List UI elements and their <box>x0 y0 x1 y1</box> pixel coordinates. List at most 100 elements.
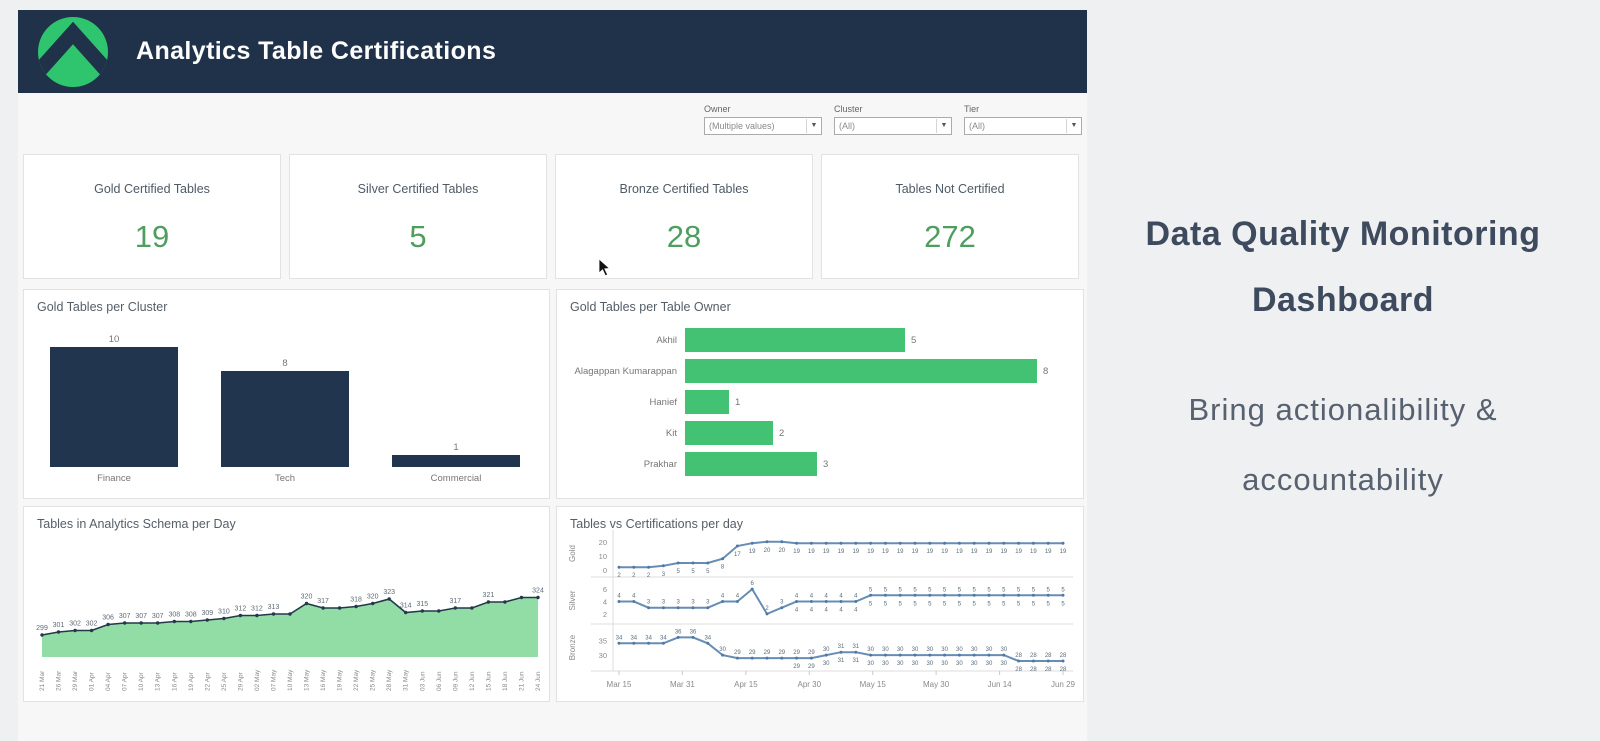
svg-text:3: 3 <box>662 572 666 578</box>
chevron-down-icon[interactable]: ▼ <box>1066 119 1081 133</box>
svg-text:3: 3 <box>691 600 695 606</box>
svg-text:25 May: 25 May <box>370 669 377 691</box>
svg-text:25 Apr: 25 Apr <box>221 671 228 691</box>
svg-text:28: 28 <box>1060 667 1067 673</box>
svg-text:21 Jun: 21 Jun <box>519 671 526 691</box>
svg-text:Apr 30: Apr 30 <box>798 680 822 689</box>
svg-text:19: 19 <box>852 549 859 555</box>
svg-text:308: 308 <box>168 612 180 619</box>
svg-text:29: 29 <box>734 650 741 656</box>
svg-text:19: 19 <box>971 549 978 555</box>
svg-text:5: 5 <box>973 601 977 607</box>
svg-text:5: 5 <box>1047 587 1051 593</box>
filter-tier-value: (All) <box>969 121 985 131</box>
svg-text:4: 4 <box>721 594 725 600</box>
dashboard-content: Owner (Multiple values) ▼ Cluster (All) … <box>18 93 1087 741</box>
svg-text:10 Apr: 10 Apr <box>138 671 145 691</box>
kpi-value: 28 <box>666 219 702 254</box>
svg-text:307: 307 <box>152 613 164 620</box>
filter-cluster-value: (All) <box>839 121 855 131</box>
svg-text:16 May: 16 May <box>320 669 327 691</box>
svg-text:Jun 29: Jun 29 <box>1051 680 1076 689</box>
svg-text:19: 19 <box>793 549 800 555</box>
svg-text:Gold: Gold <box>568 545 577 562</box>
svg-text:02 May: 02 May <box>254 669 261 691</box>
svg-text:4: 4 <box>854 608 858 614</box>
filter-owner-label: Owner <box>704 104 731 114</box>
svg-text:1: 1 <box>735 397 740 408</box>
cluster-bar-chart[interactable]: 10 Finance 8 Tech 1 Commercial <box>28 321 541 496</box>
side-caption: Data Quality Monitoring Dashboard Bring … <box>1100 202 1586 515</box>
caption-title-line2: Dashboard <box>1251 280 1435 319</box>
svg-text:4: 4 <box>736 594 740 600</box>
svg-text:31: 31 <box>838 658 845 664</box>
svg-text:15 Jun: 15 Jun <box>485 671 492 691</box>
svg-text:30: 30 <box>867 661 874 667</box>
svg-text:Mar 15: Mar 15 <box>607 680 632 689</box>
filter-owner-dropdown[interactable]: (Multiple values) ▼ <box>704 117 822 135</box>
svg-text:5: 5 <box>987 587 991 593</box>
filter-owner-value: (Multiple values) <box>709 121 775 131</box>
svg-text:28: 28 <box>1045 667 1052 673</box>
tier-lines-chart[interactable]: Gold 20 10 0 2 2 2 3 5 5 5 8 17 19 20 20 19 19 19 19 19 19 19 1… <box>561 528 1077 699</box>
svg-text:3: 3 <box>780 600 784 606</box>
svg-text:308: 308 <box>185 612 197 619</box>
svg-text:19: 19 <box>1015 549 1022 555</box>
svg-text:03 Jun: 03 Jun <box>419 671 426 691</box>
svg-text:2: 2 <box>647 573 651 579</box>
svg-text:19: 19 <box>956 549 963 555</box>
kpi-gold-certified: Gold Certified Tables 19 <box>23 154 281 279</box>
svg-text:16 Apr: 16 Apr <box>171 671 178 691</box>
svg-text:312: 312 <box>235 606 247 613</box>
svg-text:30: 30 <box>971 647 978 653</box>
svg-text:5: 5 <box>1002 587 1006 593</box>
svg-text:22 May: 22 May <box>353 669 360 691</box>
svg-text:5: 5 <box>1017 587 1021 593</box>
svg-text:3: 3 <box>823 459 828 470</box>
svg-text:29: 29 <box>793 664 800 670</box>
svg-text:314: 314 <box>400 603 412 610</box>
chevron-down-icon[interactable]: ▼ <box>936 119 951 133</box>
svg-text:5: 5 <box>913 587 917 593</box>
svg-text:30: 30 <box>599 651 607 660</box>
svg-text:30: 30 <box>1000 661 1007 667</box>
kpi-value: 272 <box>924 219 976 254</box>
svg-text:8: 8 <box>282 358 287 369</box>
svg-text:19: 19 <box>838 549 845 555</box>
svg-text:324: 324 <box>532 588 544 595</box>
svg-text:0: 0 <box>603 566 607 575</box>
svg-text:318: 318 <box>350 597 362 604</box>
svg-text:13 Apr: 13 Apr <box>155 671 162 691</box>
svg-text:1: 1 <box>453 442 458 453</box>
svg-text:3: 3 <box>677 600 681 606</box>
svg-text:320: 320 <box>301 594 313 601</box>
svg-text:4: 4 <box>795 608 799 614</box>
filter-owner: Owner (Multiple values) ▼ <box>704 104 822 135</box>
svg-text:5: 5 <box>1047 601 1051 607</box>
svg-text:4: 4 <box>603 598 607 607</box>
svg-text:34: 34 <box>660 635 667 641</box>
svg-text:29 Mar: 29 Mar <box>72 670 79 691</box>
schema-area-chart[interactable]: 299 21 Mar 301 26 Mar 302 29 Mar 302 01 Apr 306 0… <box>28 531 545 699</box>
svg-text:5: 5 <box>928 601 932 607</box>
svg-text:4: 4 <box>795 594 799 600</box>
svg-text:21 Mar: 21 Mar <box>39 670 46 691</box>
owner-bar-chart[interactable]: Akhil 5 Alagappan Kumarappan 8 Hanief 1 Kit 2 Pr… <box>561 321 1077 496</box>
kpi-value: 19 <box>134 219 170 254</box>
svg-text:20: 20 <box>764 548 771 554</box>
svg-text:Tech: Tech <box>275 473 295 484</box>
chevron-down-icon[interactable]: ▼ <box>806 119 821 133</box>
svg-text:5: 5 <box>884 601 888 607</box>
svg-text:29: 29 <box>793 650 800 656</box>
filter-tier: Tier (All) ▼ <box>964 104 1082 135</box>
filter-cluster-dropdown[interactable]: (All) ▼ <box>834 117 952 135</box>
kpi-label: Tables Not Certified <box>895 182 1005 196</box>
svg-text:30: 30 <box>941 647 948 653</box>
svg-text:5: 5 <box>869 601 873 607</box>
kpi-row: Gold Certified Tables 19 Silver Certifie… <box>23 154 1079 279</box>
svg-text:19: 19 <box>882 549 889 555</box>
panel-gold-tables-per-cluster: Gold Tables per Cluster 10 Finance 8 Tech 1 C… <box>23 289 550 499</box>
svg-text:34: 34 <box>616 635 623 641</box>
filter-tier-dropdown[interactable]: (All) ▼ <box>964 117 1082 135</box>
